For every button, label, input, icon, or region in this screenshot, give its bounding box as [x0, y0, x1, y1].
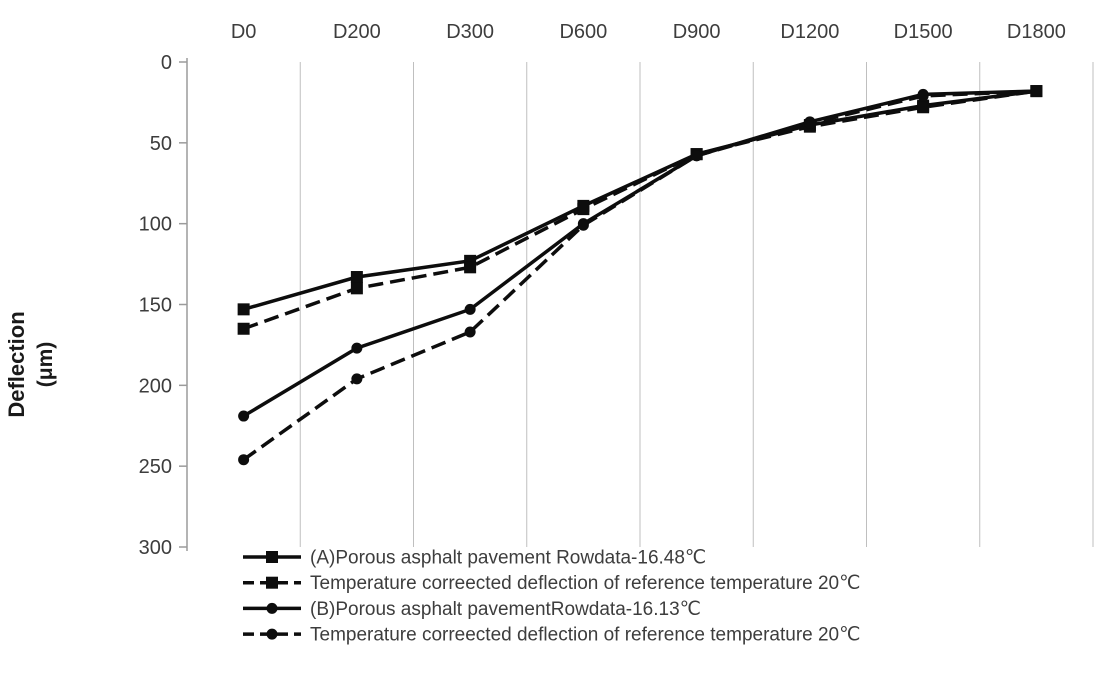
legend: (A)Porous asphalt pavement Rowdata-16.48… [243, 548, 860, 646]
data-point-marker [237, 303, 250, 316]
y-tick-label: 150 [139, 295, 172, 317]
x-category-label: D900 [673, 21, 721, 43]
data-point-marker [238, 454, 250, 466]
y-tick-label: 200 [139, 375, 172, 397]
legend-label: (B)Porous asphalt pavementRowdata-16.13℃ [310, 599, 701, 620]
legend-item-0: (A)Porous asphalt pavement Rowdata-16.48… [243, 548, 706, 569]
x-category-label: D200 [333, 21, 381, 43]
data-point-marker [577, 203, 590, 216]
data-point-marker [691, 150, 703, 162]
y-tick-label: 50 [150, 133, 172, 155]
x-category-label: D0 [231, 21, 257, 43]
series-3 [238, 85, 1042, 466]
data-point-marker [804, 117, 816, 129]
data-point-marker [464, 303, 476, 315]
legend-label: Temperature correected deflection of ref… [310, 625, 860, 646]
data-point-marker [351, 373, 363, 385]
series-line [243, 89, 1037, 331]
y-tick-label: 300 [139, 537, 172, 559]
y-axis-unit: (μm) [34, 342, 57, 388]
legend-marker-square [266, 551, 278, 563]
y-axis: 0 50 100 150 200 250 300 [139, 52, 188, 559]
y-tick-label: 0 [161, 52, 172, 74]
x-category-label: D600 [559, 21, 607, 43]
legend-label: (A)Porous asphalt pavement Rowdata-16.48… [310, 548, 706, 569]
y-axis-title: Deflection [4, 311, 29, 417]
data-point-marker [238, 410, 250, 422]
data-point-marker [237, 322, 250, 335]
data-point-marker [351, 342, 363, 354]
data-point-marker [350, 282, 363, 295]
legend-item-3: Temperature correected deflection of ref… [243, 625, 860, 646]
gridlines [186, 62, 1094, 547]
legend-marker-square [266, 576, 278, 589]
y-tick-label: 250 [139, 456, 172, 478]
legend-marker-circle [266, 628, 278, 640]
data-point-marker [464, 261, 477, 274]
legend-marker-circle [266, 602, 278, 614]
y-tick-label: 100 [139, 214, 172, 236]
data-point-marker [464, 326, 476, 338]
data-point-marker [1030, 85, 1042, 97]
data-point-marker [917, 101, 930, 114]
data-point-marker [917, 90, 929, 102]
x-category-label: D300 [446, 21, 494, 43]
data-point-marker [577, 219, 589, 231]
x-category-label: D1800 [1007, 21, 1066, 43]
legend-item-1: Temperature correected deflection of ref… [243, 573, 860, 594]
x-category-label: D1500 [894, 21, 953, 43]
legend-item-2: (B)Porous asphalt pavementRowdata-16.13℃ [243, 599, 701, 620]
data-point-marker [350, 271, 363, 284]
legend-label: Temperature correected deflection of ref… [310, 573, 860, 594]
series-line [242, 89, 1037, 462]
x-category-labels: D0 D200 D300 D600 D900 D1200 D1500 D1800 [231, 21, 1066, 43]
x-category-label: D1200 [780, 21, 839, 43]
